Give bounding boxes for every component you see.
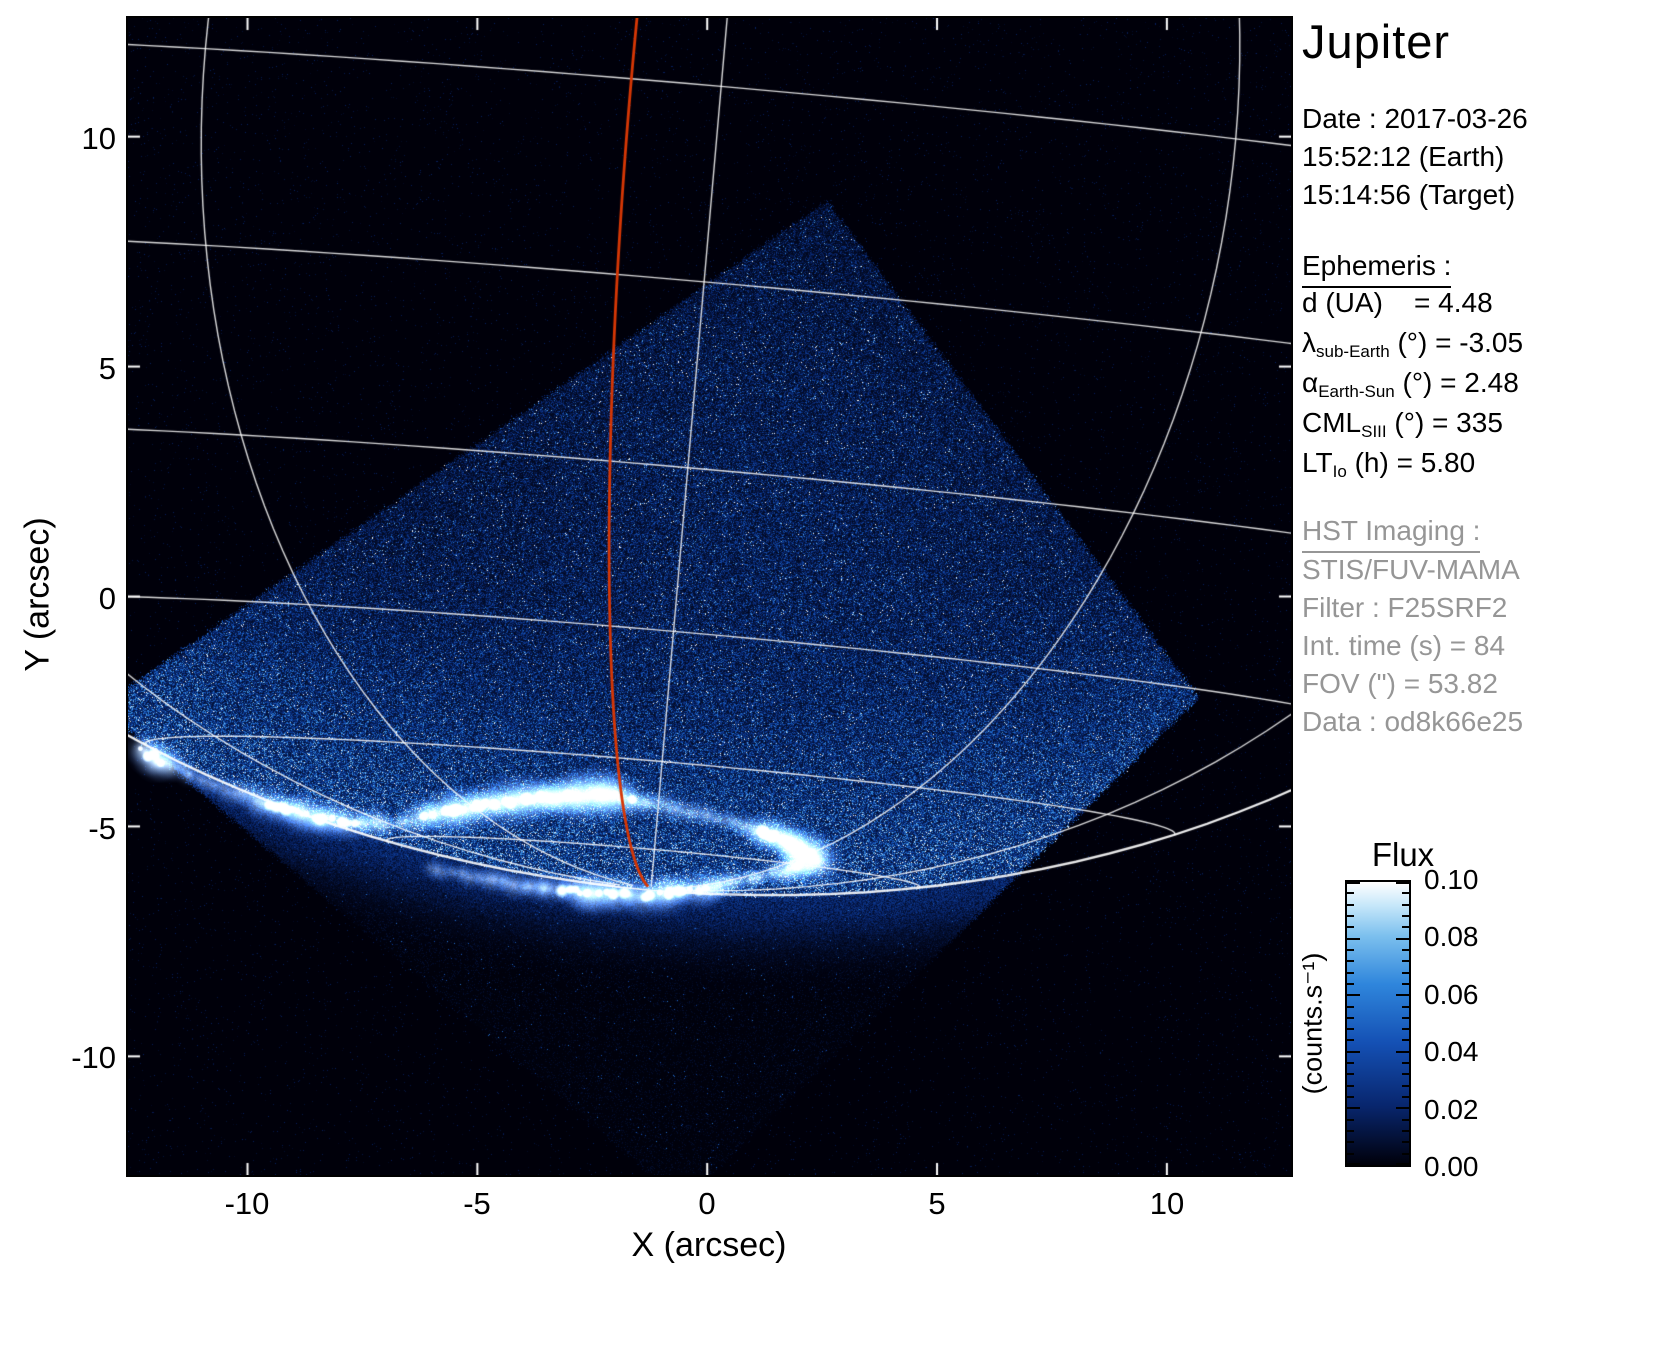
time-earth: 15:52:12 (Earth) [1302, 138, 1528, 176]
colorbar-tick-label: 0.06 [1424, 979, 1534, 1011]
hst-line: STIS/FUV-MAMA [1302, 551, 1523, 589]
colorbar-minor-tick [1347, 972, 1354, 974]
y-tick-label: 10 [0, 121, 116, 157]
colorbar-major-tick [1396, 1163, 1409, 1165]
colorbar-tick-label: 0.04 [1424, 1036, 1534, 1068]
colorbar-major-tick [1347, 1107, 1360, 1109]
colorbar-minor-tick [1402, 1028, 1409, 1030]
colorbar-tick-label: 0.02 [1424, 1094, 1534, 1126]
colorbar-minor-tick [1347, 960, 1354, 962]
x-tick-label: 0 [647, 1186, 767, 1222]
y-axis-label: Y (arcsec) [19, 445, 58, 745]
colorbar-tick-label: 0.10 [1424, 864, 1534, 896]
colorbar-minor-tick [1402, 915, 1409, 917]
colorbar-minor-tick [1347, 949, 1354, 951]
colorbar-major-tick [1396, 994, 1409, 996]
colorbar-minor-tick [1347, 1073, 1354, 1075]
ephemeris-row: αEarth-Sun (°) = 2.48 [1302, 367, 1523, 407]
colorbar-minor-tick [1402, 904, 1409, 906]
x-tick-label: 5 [877, 1186, 997, 1222]
ephemeris-row: LTIo (h) = 5.80 [1302, 447, 1523, 487]
colorbar-tick-label: 0.00 [1424, 1151, 1534, 1183]
colorbar-minor-tick [1402, 1017, 1409, 1019]
colorbar-minor-tick [1347, 1017, 1354, 1019]
colorbar-minor-tick [1402, 960, 1409, 962]
colorbar-minor-tick [1347, 983, 1354, 985]
colorbar-major-tick [1347, 1163, 1360, 1165]
colorbar-minor-tick [1402, 1096, 1409, 1098]
ephemeris-row: d (UA) = 4.48 [1302, 287, 1523, 327]
colorbar-minor-tick [1347, 915, 1354, 917]
colorbar-minor-tick [1347, 892, 1354, 894]
ephemeris-row: λsub-Earth (°) = -3.05 [1302, 327, 1523, 367]
hst-line: Int. time (s) = 84 [1302, 627, 1523, 665]
time-target: 15:14:56 (Target) [1302, 176, 1528, 214]
colorbar-minor-tick [1402, 1141, 1409, 1143]
x-tick-label: -5 [417, 1186, 537, 1222]
colorbar-major-tick [1396, 882, 1409, 884]
colorbar-major-tick [1396, 938, 1409, 940]
colorbar-minor-tick [1402, 983, 1409, 985]
ephemeris-heading: Ephemeris : [1302, 247, 1451, 288]
colorbar-minor-tick [1347, 1039, 1354, 1041]
colorbar-minor-tick [1402, 949, 1409, 951]
colorbar-minor-tick [1402, 1130, 1409, 1132]
colorbar-minor-tick [1347, 1028, 1354, 1030]
colorbar-unit-label: (counts.s⁻¹) [1298, 874, 1329, 1174]
colorbar-minor-tick [1402, 1006, 1409, 1008]
colorbar-minor-tick [1402, 926, 1409, 928]
y-tick-label: -5 [0, 811, 116, 847]
colorbar-minor-tick [1347, 1119, 1354, 1121]
colorbar-major-tick [1396, 1107, 1409, 1109]
y-tick-label: 0 [0, 581, 116, 617]
colorbar-minor-tick [1347, 904, 1354, 906]
colorbar-minor-tick [1347, 1006, 1354, 1008]
colorbar-minor-tick [1402, 892, 1409, 894]
colorbar-major-tick [1347, 938, 1360, 940]
colorbar-minor-tick [1347, 1130, 1354, 1132]
observation-date: Date : 2017-03-26 [1302, 100, 1528, 138]
colorbar-gradient [1345, 880, 1411, 1167]
x-tick-label: -10 [187, 1186, 307, 1222]
hst-line: FOV (") = 53.82 [1302, 665, 1523, 703]
colorbar-minor-tick [1347, 1062, 1354, 1064]
colorbar-minor-tick [1402, 972, 1409, 974]
plot-area [126, 16, 1293, 1177]
hst-imaging-block: STIS/FUV-MAMA Filter : F25SRF2 Int. time… [1302, 551, 1523, 741]
colorbar-minor-tick [1402, 1153, 1409, 1155]
colorbar-minor-tick [1402, 1039, 1409, 1041]
x-axis-label: X (arcsec) [509, 1226, 909, 1265]
y-tick-label: 5 [0, 351, 116, 387]
colorbar-minor-tick [1347, 1141, 1354, 1143]
colorbar-minor-tick [1402, 1062, 1409, 1064]
colorbar-minor-tick [1347, 1153, 1354, 1155]
colorbar-tick-label: 0.08 [1424, 921, 1534, 953]
x-tick-label: 10 [1107, 1186, 1227, 1222]
colorbar-minor-tick [1347, 1085, 1354, 1087]
hst-line: Data : od8k66e25 [1302, 703, 1523, 741]
datetime-block: Date : 2017-03-26 15:52:12 (Earth) 15:14… [1302, 100, 1528, 214]
colorbar-minor-tick [1402, 1085, 1409, 1087]
hst-line: Filter : F25SRF2 [1302, 589, 1523, 627]
jupiter-aurora-image-canvas [128, 18, 1291, 1175]
colorbar-major-tick [1347, 882, 1360, 884]
y-tick-label: -10 [0, 1040, 116, 1076]
colorbar-minor-tick [1347, 1096, 1354, 1098]
figure-title: Jupiter [1302, 14, 1450, 69]
colorbar-minor-tick [1402, 1073, 1409, 1075]
colorbar-minor-tick [1347, 926, 1354, 928]
colorbar-minor-tick [1402, 1119, 1409, 1121]
colorbar-major-tick [1347, 1051, 1360, 1053]
colorbar-major-tick [1396, 1051, 1409, 1053]
ephemeris-rows: d (UA) = 4.48 λsub-Earth (°) = -3.05 αEa… [1302, 287, 1523, 487]
hst-imaging-heading: HST Imaging : [1302, 512, 1480, 553]
colorbar-major-tick [1347, 994, 1360, 996]
ephemeris-row: CMLSIII (°) = 335 [1302, 407, 1523, 447]
